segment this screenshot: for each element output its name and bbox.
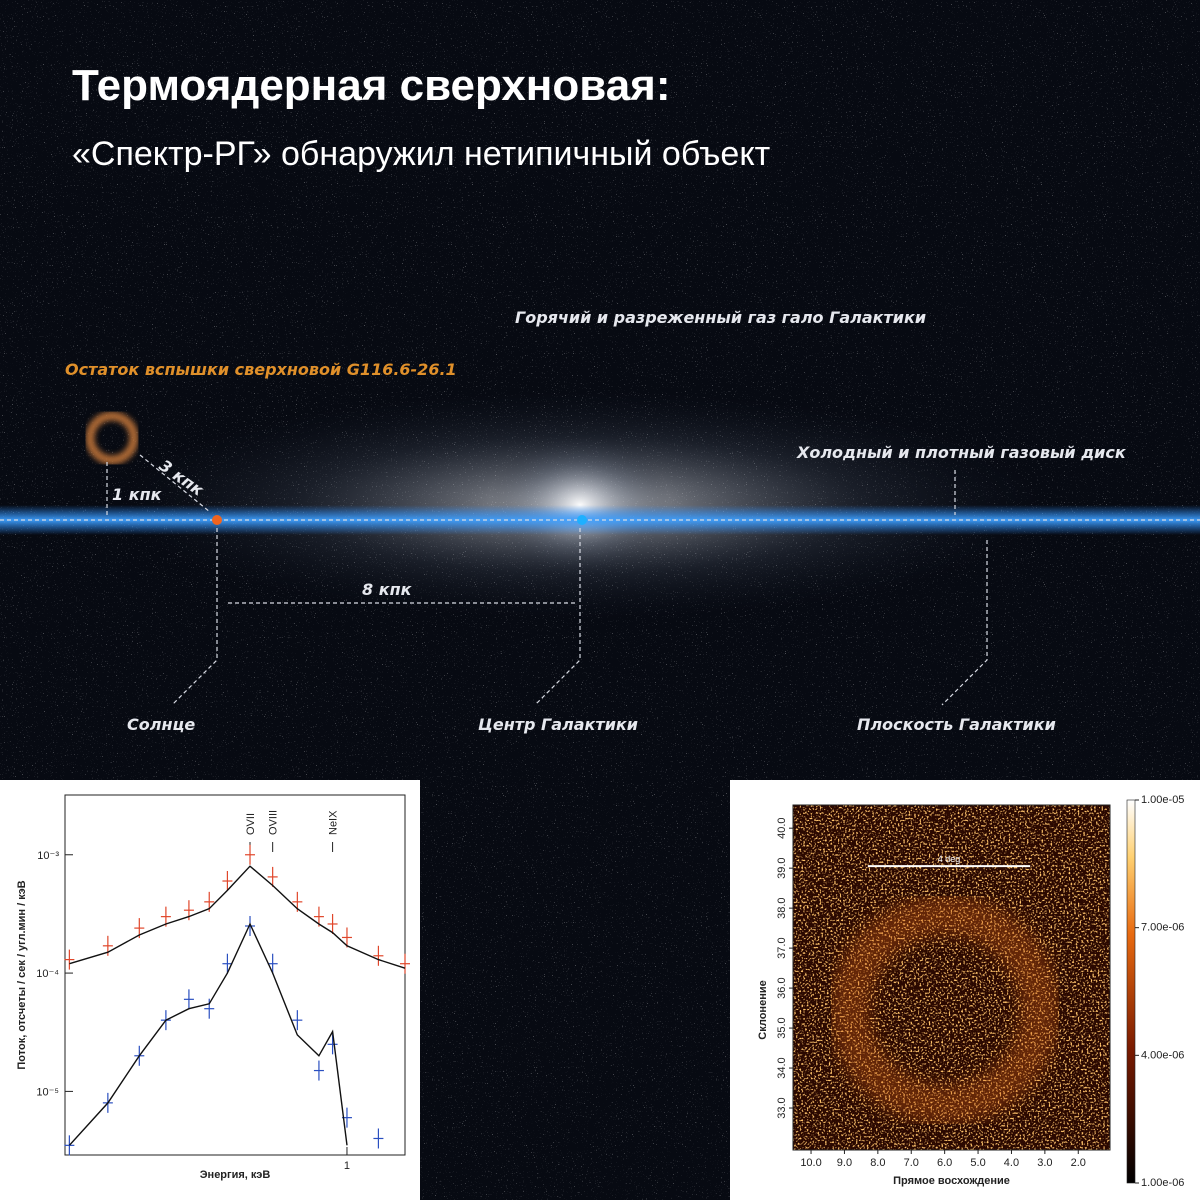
- colorbar-label: 4.00e-06: [1141, 1049, 1184, 1061]
- x-tick-label: 6.0: [937, 1157, 952, 1169]
- label: Холодный и плотный газовый диск: [796, 443, 1127, 462]
- data-point: [64, 1135, 75, 1156]
- data-point: [373, 1128, 384, 1149]
- data-point: [245, 915, 256, 936]
- y-tick-label: 10⁻³: [37, 850, 59, 862]
- y-tick-label: 10⁻⁵: [36, 1086, 59, 1098]
- data-point: [373, 945, 384, 966]
- label: Остаток вспышки сверхновой G116.6-26.1: [65, 360, 457, 379]
- galactic-disk: [0, 505, 1200, 535]
- x-tick-label: 5.0: [970, 1157, 985, 1169]
- scale-bar-label: 4 deg: [938, 854, 961, 864]
- data-point: [327, 1034, 338, 1055]
- data-point: [313, 1060, 324, 1081]
- data-point: [222, 953, 233, 974]
- sun-dot: [212, 515, 222, 525]
- x-tick-label: 7.0: [904, 1157, 919, 1169]
- remnant-ring: [85, 411, 139, 465]
- x-tick-label: 9.0: [837, 1157, 852, 1169]
- x-tick-label: 8.0: [870, 1157, 885, 1169]
- label: 8 кпк: [362, 580, 413, 599]
- leader: [139, 454, 211, 513]
- data-point: [400, 953, 410, 974]
- colorbar-label: 1.00e-06: [1141, 1177, 1184, 1189]
- line-label: OVIII: [268, 810, 280, 835]
- center-dot: [577, 515, 587, 525]
- x-axis-label: Энергия, кэВ: [200, 1169, 271, 1181]
- data-point: [292, 1010, 303, 1031]
- leader: [534, 528, 581, 706]
- y-tick-label: 10⁻⁴: [36, 968, 59, 980]
- label: Плоскость Галактики: [857, 715, 1056, 734]
- data-point: [204, 998, 215, 1019]
- line-label: OVII: [245, 813, 257, 835]
- y-tick-label: 33.0: [776, 1097, 788, 1118]
- data-point: [64, 949, 75, 970]
- y-tick-label: 34.0: [776, 1057, 788, 1078]
- data-point: [222, 871, 233, 892]
- y-tick-label: 39.0: [776, 857, 788, 878]
- data-point: [183, 989, 194, 1010]
- y-tick-label: 37.0: [776, 937, 788, 958]
- map-ring: [830, 895, 1060, 1125]
- label: Горячий и разреженный газ гало Галактики: [515, 308, 926, 327]
- y-axis-label: Склонение: [757, 980, 769, 1039]
- line-label: NeIX: [328, 810, 340, 835]
- y-axis-label: Поток, отсчеты / сек / угл.мин / кэВ: [16, 880, 28, 1069]
- colorbar-label: 1.00e-05: [1141, 794, 1184, 806]
- data-point: [327, 913, 338, 934]
- colorbar-label: 7.00e-06: [1141, 922, 1184, 934]
- x-tick-label: 1: [344, 1160, 350, 1172]
- x-tick-label: 2.0: [1071, 1157, 1086, 1169]
- subtitle: «Спектр-РГ» обнаружил нетипичный объект: [72, 135, 770, 173]
- title: Термоядерная сверхновая:: [72, 61, 671, 110]
- label: 1 кпк: [112, 485, 163, 504]
- data-point: [341, 927, 352, 948]
- label: Солнце: [127, 715, 195, 734]
- leader: [171, 528, 218, 706]
- x-tick-label: 3.0: [1037, 1157, 1052, 1169]
- model-line: [69, 865, 406, 969]
- leader: [941, 540, 988, 706]
- colorbar: [1126, 799, 1136, 1184]
- model-line: [68, 922, 348, 1146]
- y-tick-label: 36.0: [776, 977, 788, 998]
- y-tick-label: 40.0: [776, 817, 788, 838]
- y-tick-label: 38.0: [776, 897, 788, 918]
- data-point: [245, 844, 256, 865]
- data-point: [267, 866, 278, 887]
- map-frame: [792, 804, 1111, 1151]
- spectrum-frame: [64, 794, 406, 1156]
- x-tick-label: 4.0: [1004, 1157, 1019, 1169]
- data-point: [267, 953, 278, 974]
- y-tick-label: 35.0: [776, 1017, 788, 1038]
- spectrum-panel: [0, 780, 420, 1200]
- x-axis-label: Прямое восхождение: [893, 1175, 1010, 1187]
- x-tick-label: 10.0: [800, 1157, 821, 1169]
- label: Центр Галактики: [478, 715, 638, 734]
